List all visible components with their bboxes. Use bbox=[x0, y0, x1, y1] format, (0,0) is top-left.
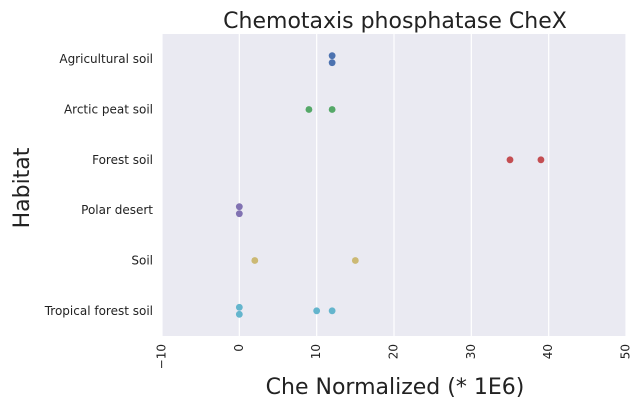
x-tick-label: 10 bbox=[309, 344, 323, 359]
x-tick-label: 30 bbox=[464, 344, 478, 359]
category-labels: Agricultural soil Arctic peat soil Forest … bbox=[44, 52, 154, 318]
x-tick-label: 0 bbox=[232, 344, 246, 352]
gridlines bbox=[161, 34, 627, 336]
category-label: Tropical forest soil bbox=[44, 304, 153, 318]
category-label: Arctic peat soil bbox=[64, 103, 153, 117]
x-tick-labels: −10 0 10 20 30 40 50 bbox=[155, 344, 633, 369]
data-point bbox=[235, 310, 243, 318]
data-point bbox=[351, 257, 359, 264]
category-label: Polar desert bbox=[81, 203, 153, 217]
data-point bbox=[313, 307, 321, 315]
x-tick-label: 40 bbox=[541, 344, 555, 359]
data-point bbox=[506, 156, 514, 164]
data-point bbox=[328, 59, 336, 67]
x-tick-label: 20 bbox=[387, 344, 401, 359]
x-axis-label: Che Normalized (* 1E6) bbox=[266, 375, 525, 400]
x-tick-label: −10 bbox=[155, 344, 169, 369]
data-point bbox=[235, 303, 243, 311]
chart-title: Chemotaxis phosphatase CheX bbox=[223, 9, 567, 34]
data-point bbox=[235, 203, 243, 211]
category-label: Soil bbox=[131, 254, 153, 268]
data-point bbox=[305, 106, 313, 113]
data-point bbox=[251, 257, 259, 264]
y-axis-label: Habitat bbox=[10, 147, 35, 228]
data-point bbox=[328, 307, 336, 315]
x-tick-label: 50 bbox=[619, 344, 633, 359]
category-label: Forest soil bbox=[92, 153, 153, 167]
data-point bbox=[537, 156, 545, 164]
data-point bbox=[328, 106, 336, 113]
data-point bbox=[328, 52, 336, 60]
category-label: Agricultural soil bbox=[59, 52, 153, 66]
data-points bbox=[235, 52, 545, 318]
data-point bbox=[235, 210, 243, 218]
